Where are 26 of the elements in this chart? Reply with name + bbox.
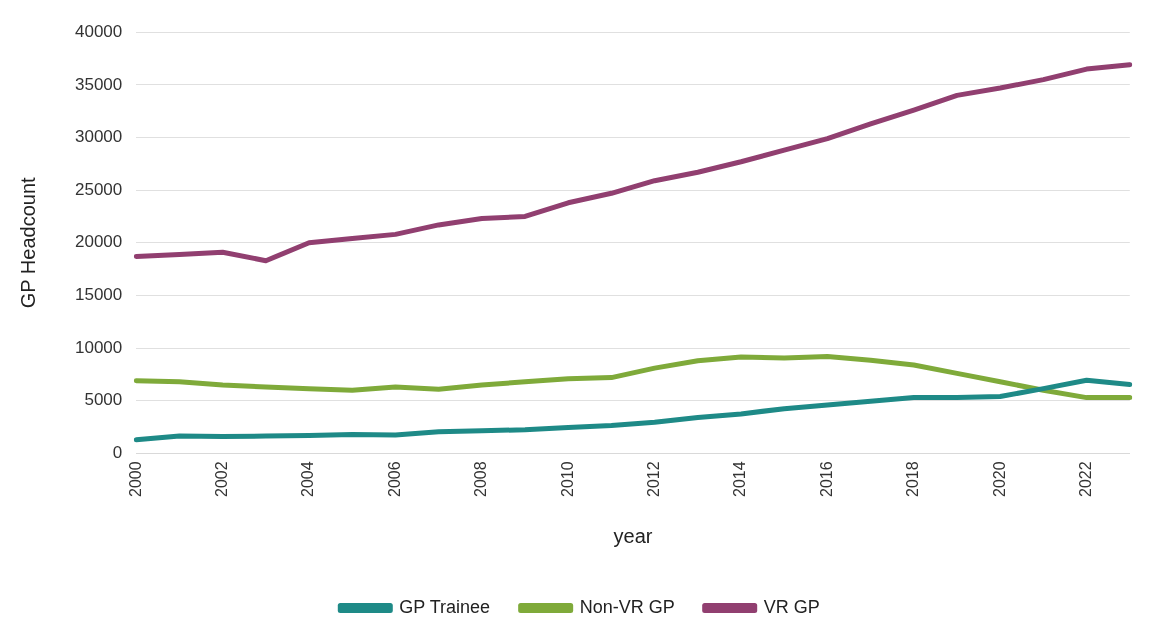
y-tick-label: 10000 bbox=[74, 337, 123, 357]
legend-label: VR GP bbox=[763, 596, 820, 617]
y-tick-label: 15000 bbox=[74, 285, 123, 305]
x-tick-label: 2010 bbox=[558, 461, 576, 497]
x-tick-label: 2012 bbox=[645, 461, 663, 497]
legend-label: GP Trainee bbox=[399, 596, 491, 617]
y-tick-label: 35000 bbox=[74, 74, 123, 94]
y-axis-title: GP Headcount bbox=[16, 176, 39, 309]
x-tick-label: 2014 bbox=[731, 461, 749, 497]
x-tick-label: 2020 bbox=[990, 461, 1008, 497]
x-axis-title: year bbox=[613, 524, 653, 547]
y-tick-label: 0 bbox=[112, 443, 123, 463]
y-tick-label: 20000 bbox=[74, 232, 123, 252]
x-tick-label: 2006 bbox=[385, 461, 403, 497]
y-tick-label: 25000 bbox=[74, 179, 123, 199]
x-tick-label: 2008 bbox=[472, 461, 490, 497]
legend-label: Non-VR GP bbox=[579, 596, 675, 617]
x-tick-label: 2018 bbox=[904, 461, 922, 497]
x-tick-label: 2000 bbox=[126, 461, 144, 497]
x-tick-label: 2002 bbox=[213, 461, 231, 497]
y-tick-label: 30000 bbox=[74, 127, 123, 147]
x-tick-label: 2004 bbox=[299, 461, 317, 497]
y-tick-label: 40000 bbox=[74, 21, 123, 41]
x-tick-label: 2022 bbox=[1077, 461, 1095, 497]
x-tick-label: 2016 bbox=[817, 461, 835, 497]
y-tick-label: 5000 bbox=[84, 390, 123, 410]
